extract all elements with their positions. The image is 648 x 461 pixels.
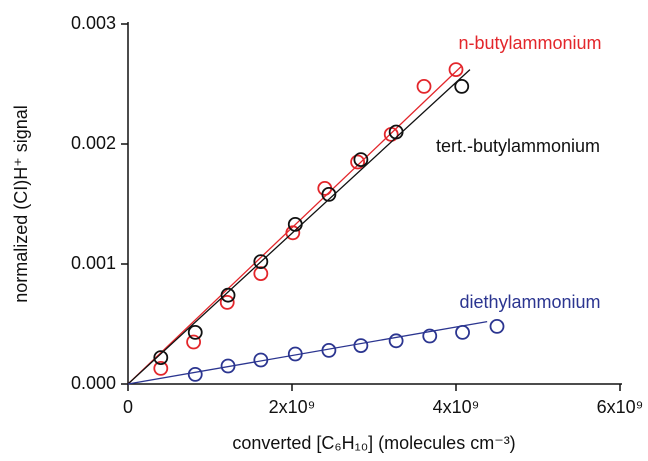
- y-tick-label: 0.001: [71, 253, 116, 273]
- data-point: [321, 186, 337, 202]
- data-point: [287, 346, 303, 362]
- data-point: [455, 324, 470, 340]
- data-point: [187, 324, 203, 340]
- data-point: [187, 366, 203, 382]
- data-point: [388, 333, 404, 349]
- fit-line: [127, 320, 488, 385]
- x-tick-label: 6x10⁹: [597, 397, 644, 417]
- y-tick-label: 0.000: [71, 373, 116, 393]
- data-point: [253, 266, 269, 282]
- fit-line: [127, 65, 463, 385]
- series-label: diethylammonium: [459, 292, 600, 312]
- data-point: [448, 62, 464, 77]
- data-point: [153, 360, 169, 376]
- data-point: [253, 254, 269, 270]
- data-point: [220, 358, 236, 374]
- data-point: [489, 318, 505, 334]
- data-point: [454, 79, 470, 94]
- data-point: [153, 350, 169, 366]
- data-point: [219, 294, 235, 310]
- data-point: [186, 334, 202, 350]
- data-point: [253, 352, 269, 368]
- x-axis-label: converted [C₆H₁₀] (molecules cm⁻³): [232, 433, 515, 453]
- data-point: [350, 154, 366, 170]
- data-point: [353, 152, 369, 168]
- data-point: [416, 79, 432, 94]
- x-tick-label: 0: [123, 397, 133, 417]
- y-tick-label: 0.003: [71, 13, 116, 33]
- fit-line: [127, 69, 471, 385]
- x-tick-label: 2x10⁹: [269, 397, 316, 417]
- data-point: [285, 225, 301, 241]
- x-tick-label: 4x10⁹: [433, 397, 480, 417]
- data-point: [422, 328, 438, 344]
- y-tick-label: 0.002: [71, 133, 116, 153]
- series-label: n-butylammonium: [458, 33, 601, 53]
- data-point: [321, 342, 337, 358]
- data-point: [287, 216, 303, 232]
- data-point: [220, 287, 236, 303]
- series-label: tert.-butylammonium: [436, 136, 600, 156]
- y-axis-label: normalized (CI)H⁺ signal: [11, 105, 31, 303]
- data-point: [388, 124, 404, 140]
- data-point: [353, 338, 369, 354]
